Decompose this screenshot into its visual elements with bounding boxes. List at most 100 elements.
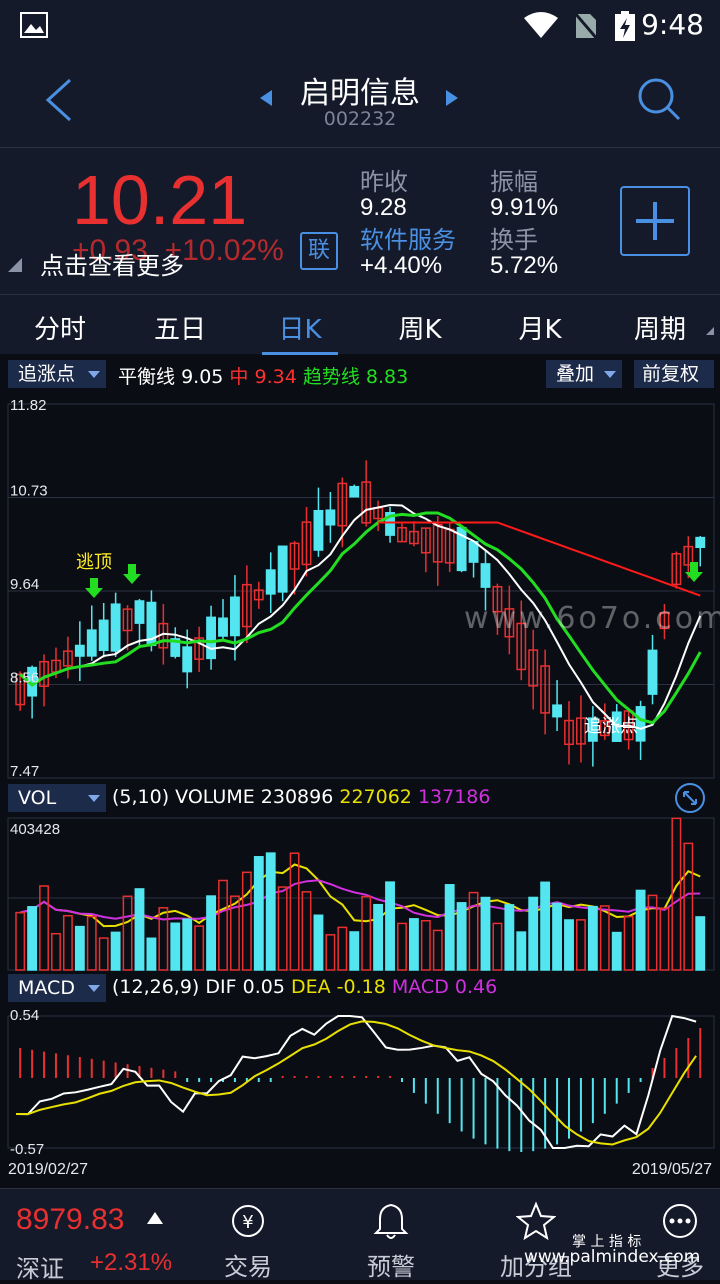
chase-point-label: 追涨点	[584, 716, 638, 737]
vol-ma10-line	[19, 879, 701, 921]
next-stock-icon[interactable]	[444, 88, 460, 108]
dif-line	[15, 1014, 697, 1149]
linked-button[interactable]: 联	[300, 232, 338, 270]
volume-bar	[611, 931, 622, 971]
volume-bar	[695, 916, 706, 971]
trade-label[interactable]: 交易	[224, 1253, 272, 1281]
star-icon[interactable]	[516, 1201, 556, 1241]
svg-text:¥: ¥	[242, 1212, 253, 1233]
volume-bar	[337, 926, 348, 971]
macd-bottom-label: -0.57	[10, 1141, 44, 1158]
add-watchlist-button[interactable]	[620, 186, 690, 256]
plus-icon	[636, 202, 674, 240]
volume-bar	[564, 919, 574, 971]
tab-monthly-k[interactable]: 月K	[518, 315, 562, 345]
candle-body	[253, 589, 264, 601]
volume-bar	[27, 906, 38, 971]
candle-body	[659, 612, 670, 630]
prev-close-value: 9.28	[360, 194, 407, 221]
footer-url: www.palmindex.com	[524, 1247, 701, 1267]
candle-body	[695, 536, 706, 549]
candle-body	[134, 600, 145, 624]
battery-charging-icon	[615, 11, 635, 41]
price-change: +0.93 +10.02%	[72, 234, 284, 267]
main-indicator-select[interactable]: 追涨点	[8, 360, 106, 388]
tab-daily-k[interactable]: 日K	[278, 315, 322, 345]
candle-body	[397, 526, 407, 543]
start-date-label: 2019/02/27	[8, 1161, 88, 1178]
bottom-bar: 8979.83 深证 +2.31% ¥ 交易 预警 加分组 更多 掌 上 指 标…	[0, 1188, 720, 1283]
volume-bar	[122, 895, 133, 971]
candle-body	[86, 629, 97, 657]
macd-indicator-values: (12,26,9) DIF 0.05 DEA -0.18 MACD 0.46	[112, 976, 498, 998]
tab-intraday[interactable]: 分时	[33, 315, 86, 345]
volume-bar	[74, 925, 85, 971]
candle-body	[468, 540, 479, 563]
candle-body	[98, 619, 109, 651]
candle-body	[552, 704, 562, 718]
volume-bar	[540, 881, 551, 971]
vol-indicator-select[interactable]: VOL	[8, 784, 106, 812]
candle-body	[516, 622, 527, 671]
alert-label[interactable]: 预警	[367, 1253, 415, 1281]
candle-body	[385, 512, 395, 536]
overlay-select[interactable]: 叠加	[546, 360, 622, 388]
signal-arrow-icon	[123, 564, 141, 584]
volume-bar	[635, 889, 646, 971]
tab-weekly-k[interactable]: 周K	[398, 315, 442, 345]
expand-icon[interactable]	[674, 782, 706, 814]
period-tabs: 分时 五日 日K 周K 月K 周期	[0, 294, 720, 355]
volume-bar	[206, 895, 216, 971]
more-label[interactable]: 更多	[656, 1253, 704, 1281]
candle-body	[349, 485, 360, 498]
candle-body	[683, 545, 694, 566]
y-tick-label: 10.73	[10, 483, 48, 500]
prev-stock-icon[interactable]	[258, 88, 274, 108]
search-icon[interactable]	[636, 76, 682, 122]
volume-bar	[349, 931, 360, 971]
vol-ma5-line	[19, 863, 701, 928]
vol-max-label: 403428	[10, 821, 60, 838]
candle-body	[230, 596, 240, 637]
view-more-tip[interactable]: 点击查看更多	[40, 252, 184, 280]
candle-body	[540, 665, 551, 714]
candle-body	[671, 553, 682, 586]
volume-bar	[134, 888, 145, 971]
stock-code: 002232	[323, 108, 397, 130]
index-value[interactable]: 8979.83	[16, 1203, 125, 1236]
more-icon[interactable]	[660, 1201, 700, 1241]
no-sim-icon	[574, 12, 598, 40]
tab-period[interactable]: 周期	[633, 315, 686, 345]
back-icon[interactable]	[44, 78, 74, 122]
volume-bar	[659, 907, 670, 971]
panel-frame	[7, 1015, 715, 1149]
signal-arrow-icon	[85, 578, 103, 598]
volume-bar	[552, 902, 562, 971]
panel-frame	[7, 817, 715, 971]
volume-bar	[647, 894, 658, 971]
macd-top-label: 0.54	[10, 1007, 39, 1024]
adjust-button[interactable]: 前复权	[634, 360, 714, 388]
y-tick-label: 7.47	[10, 763, 39, 780]
candle-body	[194, 637, 205, 660]
y-tick-label: 9.64	[10, 576, 39, 593]
trade-icon[interactable]: ¥	[228, 1201, 268, 1241]
macd-indicator-select[interactable]: MACD	[8, 974, 106, 1002]
volume-bar	[39, 885, 49, 971]
candle-body	[480, 563, 491, 588]
watchlist-label[interactable]: 加分组	[500, 1253, 572, 1281]
end-date-label: 2019/05/27	[632, 1161, 712, 1178]
candle-body	[504, 608, 515, 638]
tab-five-day[interactable]: 五日	[153, 315, 206, 345]
bell-icon[interactable]	[372, 1201, 410, 1241]
sector-label[interactable]: 软件服务	[360, 226, 456, 254]
vol-indicator-values: (5,10) VOLUME 230896 227062 137186	[112, 786, 491, 808]
up-arrow-icon	[147, 1212, 163, 1224]
volume-bar	[194, 925, 205, 971]
footer-brand: 掌 上 指 标	[572, 1234, 642, 1250]
candle-body	[289, 542, 300, 570]
volume-bar	[361, 895, 372, 971]
volume-bar	[110, 931, 121, 971]
y-tick-label: 11.82	[10, 397, 46, 414]
